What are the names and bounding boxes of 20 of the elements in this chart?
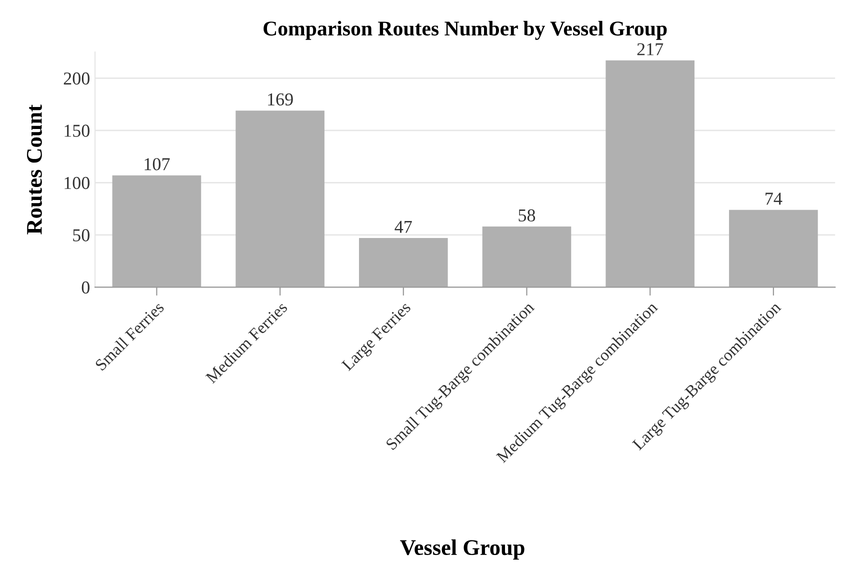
- y-tick-label: 200: [64, 72, 90, 85]
- data-label: 47: [394, 220, 412, 233]
- y-tick-label: 50: [73, 229, 90, 242]
- bar: [729, 210, 818, 288]
- bar: [358, 238, 448, 288]
- data-label: 107: [144, 158, 170, 170]
- bar: [482, 226, 572, 288]
- y-tick-label: 0: [82, 281, 90, 294]
- bar: [236, 110, 324, 288]
- y-tick-label: 100: [64, 176, 90, 190]
- x-axis-title: Vessel Group: [400, 539, 524, 560]
- bar: [112, 175, 202, 288]
- y-tick-label: 150: [64, 124, 90, 137]
- data-label: 217: [637, 43, 664, 56]
- chart-title: Comparison Routes Number by Vessel Group: [264, 20, 667, 40]
- data-label: 74: [766, 192, 782, 205]
- data-label: 58: [518, 209, 536, 222]
- bar: [606, 60, 694, 288]
- data-label: 169: [268, 93, 293, 106]
- y-axis-title: Routes Count: [26, 104, 42, 234]
